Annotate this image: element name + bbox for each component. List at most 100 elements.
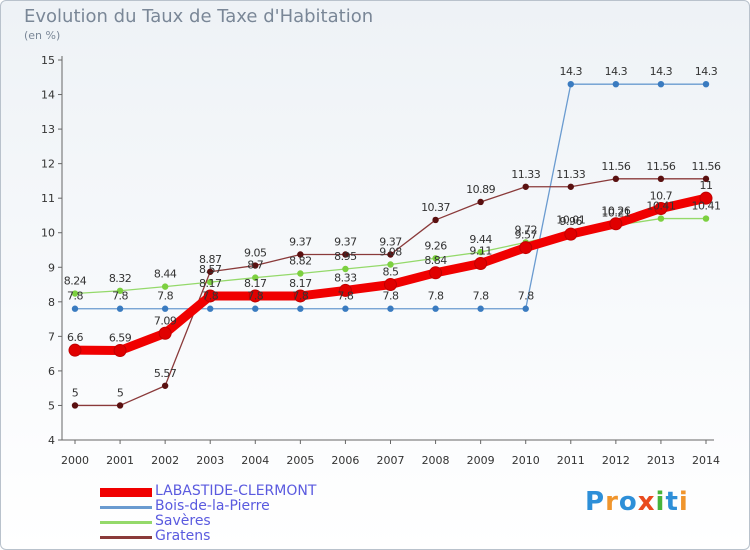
x-tick-label: 2000 bbox=[61, 454, 89, 467]
data-point bbox=[207, 278, 214, 286]
data-point bbox=[342, 305, 349, 312]
data-point bbox=[429, 266, 443, 280]
data-point bbox=[252, 262, 259, 269]
x-tick-label: 2013 bbox=[647, 454, 675, 467]
logo-letter: P bbox=[585, 487, 606, 517]
x-tick-label: 2005 bbox=[286, 454, 314, 467]
data-label: 9.37 bbox=[379, 235, 402, 248]
legend-swatch bbox=[100, 536, 152, 539]
y-tick-label: 4 bbox=[48, 434, 55, 447]
data-label: 10.7 bbox=[650, 190, 673, 203]
data-label: 7.8 bbox=[292, 290, 308, 303]
data-label: 8.57 bbox=[199, 263, 222, 276]
chart-title: Evolution du Taux de Taxe d'Habitation bbox=[24, 6, 374, 27]
x-tick-label: 2004 bbox=[241, 454, 269, 467]
data-label: 7.8 bbox=[518, 290, 534, 303]
data-point bbox=[161, 283, 169, 290]
x-tick-label: 2001 bbox=[106, 454, 134, 467]
data-label: 8.82 bbox=[289, 254, 312, 267]
data-point bbox=[564, 227, 578, 241]
chart-subtitle: (en %) bbox=[24, 29, 61, 42]
data-label: 10.26 bbox=[601, 205, 630, 218]
legend-swatch bbox=[100, 521, 152, 524]
data-label: 9.37 bbox=[334, 235, 357, 248]
data-label: 7.8 bbox=[202, 290, 218, 303]
data-point bbox=[657, 215, 665, 222]
data-point bbox=[161, 305, 169, 312]
data-label: 8.87 bbox=[199, 253, 222, 266]
data-point bbox=[699, 191, 713, 205]
data-point bbox=[384, 278, 397, 292]
data-point bbox=[387, 251, 394, 258]
y-tick-label: 6 bbox=[48, 365, 55, 378]
data-label: 9.08 bbox=[379, 246, 402, 259]
data-label: 7.8 bbox=[473, 290, 489, 303]
y-tick-label: 14 bbox=[41, 89, 55, 102]
data-label: 11.33 bbox=[556, 168, 585, 181]
data-point bbox=[116, 402, 124, 409]
y-tick-label: 5 bbox=[48, 399, 55, 412]
data-point bbox=[342, 265, 349, 273]
data-label: 7.8 bbox=[337, 290, 353, 303]
data-point bbox=[702, 215, 710, 222]
data-point bbox=[522, 305, 529, 312]
logo-letter: r bbox=[605, 487, 619, 517]
data-label: 8.17 bbox=[199, 277, 222, 290]
data-point bbox=[252, 274, 259, 281]
data-point bbox=[252, 305, 259, 312]
data-label: 9.26 bbox=[424, 239, 447, 252]
data-point bbox=[477, 305, 484, 312]
proxiti-logo: Proxiti bbox=[585, 487, 689, 517]
data-point bbox=[702, 175, 710, 183]
data-point bbox=[116, 287, 124, 294]
data-label: 5 bbox=[117, 386, 124, 399]
data-point bbox=[612, 80, 620, 88]
data-point bbox=[207, 305, 214, 312]
data-point bbox=[387, 305, 394, 312]
x-tick-label: 2008 bbox=[422, 454, 450, 467]
data-point bbox=[567, 80, 574, 88]
data-point bbox=[297, 251, 304, 258]
data-label: 9.57 bbox=[514, 229, 537, 242]
data-label: 7.8 bbox=[247, 290, 263, 303]
data-label: 8.84 bbox=[424, 254, 447, 267]
x-tick-label: 2009 bbox=[467, 454, 495, 467]
data-point bbox=[432, 255, 439, 262]
data-label: 10.41 bbox=[692, 200, 721, 213]
data-point bbox=[71, 305, 79, 312]
data-label: 10.01 bbox=[556, 213, 585, 226]
x-tick-label: 2006 bbox=[331, 454, 359, 467]
data-label: 8.5 bbox=[383, 266, 399, 279]
data-point bbox=[293, 289, 307, 303]
data-label: 7.8 bbox=[383, 290, 399, 303]
data-label: 7.8 bbox=[112, 290, 128, 303]
data-label: 6.6 bbox=[67, 331, 83, 344]
data-label: 9.96 bbox=[560, 215, 583, 228]
data-point bbox=[522, 183, 529, 190]
data-label: 7.8 bbox=[157, 290, 173, 303]
data-label: 10.37 bbox=[421, 201, 450, 214]
data-label: 7.09 bbox=[154, 314, 177, 327]
legend-label: Gratens bbox=[155, 528, 211, 544]
data-point bbox=[297, 270, 304, 277]
data-label: 10.21 bbox=[601, 206, 630, 219]
data-label: 8.44 bbox=[154, 268, 177, 281]
logo-letter: i bbox=[655, 487, 666, 517]
data-point bbox=[567, 183, 574, 190]
x-tick-label: 2007 bbox=[377, 454, 405, 467]
data-point bbox=[387, 261, 394, 268]
data-label: 11.56 bbox=[646, 160, 675, 173]
data-label: 11.56 bbox=[692, 160, 721, 173]
y-tick-label: 9 bbox=[48, 261, 55, 274]
legend-label: Savères bbox=[155, 513, 211, 529]
y-tick-label: 15 bbox=[41, 54, 55, 67]
data-label: 8.17 bbox=[289, 277, 312, 290]
data-label: 8.7 bbox=[247, 259, 263, 272]
legend-swatch bbox=[100, 506, 152, 509]
data-point bbox=[477, 198, 484, 206]
logo-letter: x bbox=[637, 487, 656, 517]
x-tick-label: 2012 bbox=[602, 454, 630, 467]
x-tick-label: 2010 bbox=[512, 454, 540, 467]
data-label: 14.3 bbox=[695, 65, 718, 78]
